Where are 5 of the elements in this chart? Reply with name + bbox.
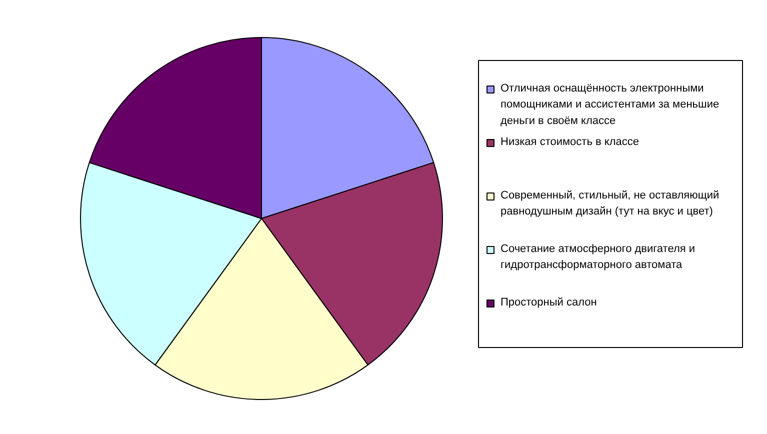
legend-label: Сочетание атмосферного двигателя и гидротрансформаторного автомата bbox=[500, 243, 696, 272]
legend-label: Отличная оснащённость электронными помощниками и ассистентами за меньшие деньги в своём классе bbox=[500, 82, 720, 127]
legend-label: Просторный салон bbox=[500, 296, 597, 308]
legend-label: Современный, стильный, не оставляющий равнодушным дизайн (тут на вкус и цвет) bbox=[500, 190, 720, 218]
legend-label: Низкая стоимость в классе bbox=[500, 136, 639, 148]
